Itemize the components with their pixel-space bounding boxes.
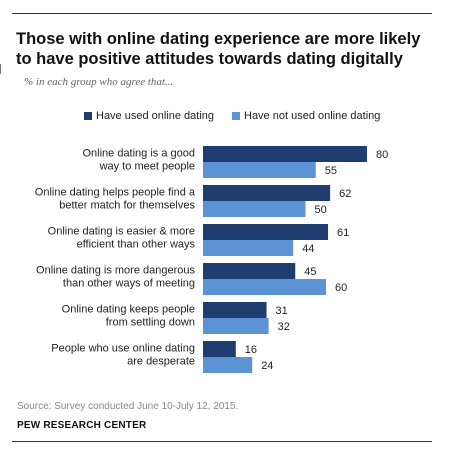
value-label: 16 [245, 344, 257, 356]
bar-used [203, 341, 236, 357]
value-label: 50 [315, 204, 327, 216]
bar-not-used [203, 201, 306, 217]
legend-swatch-not-used [232, 112, 240, 120]
source-note: Source: Survey conducted June 10-July 12… [17, 401, 239, 412]
chart-subtitle: % in each group who agree that... [24, 76, 174, 88]
category-label: Online dating helps people find a [35, 187, 196, 199]
category-label: Online dating keeps people [62, 304, 195, 316]
chart-title: Those with online dating experience are … [16, 30, 421, 68]
legend-swatch-used [84, 112, 92, 120]
bar-group: Online dating is easier & moreefficient … [48, 224, 349, 256]
edge-mark [0, 64, 1, 74]
category-label: Online dating is a good [82, 148, 195, 160]
bar-used [203, 302, 267, 318]
bar-used [203, 224, 329, 240]
category-label: from settling down [106, 317, 195, 329]
bottom-divider [12, 441, 432, 442]
value-label: 61 [337, 227, 349, 239]
legend-item-not-used: Have not used online dating [232, 110, 380, 122]
category-label: than other ways of meeting [63, 278, 195, 290]
chart-legend: Have used online dating Have not used on… [0, 110, 456, 124]
legend-label-not-used: Have not used online dating [244, 110, 381, 122]
category-label: Online dating is more dangerous [36, 265, 195, 277]
org-credit: PEW RESEARCH CENTER [17, 420, 147, 431]
bar-not-used [203, 279, 326, 295]
value-label: 44 [302, 243, 314, 255]
bar-not-used [203, 357, 253, 373]
value-label: 31 [276, 305, 288, 317]
value-label: 60 [335, 282, 347, 294]
value-label: 45 [304, 266, 316, 278]
category-label: better match for themselves [59, 200, 195, 212]
value-label: 55 [325, 165, 337, 177]
bar-used [203, 263, 296, 279]
value-label: 32 [278, 321, 290, 333]
category-label: are desperate [127, 356, 195, 368]
value-label: 80 [376, 149, 388, 161]
top-divider [12, 13, 432, 14]
legend-item-used: Have used online dating [84, 110, 214, 122]
value-label: 24 [261, 360, 273, 372]
bar-group: Online dating helps people find abetter … [35, 185, 351, 217]
bar-not-used [203, 318, 269, 334]
bar-not-used [203, 240, 294, 256]
category-label: way to meet people [99, 161, 195, 173]
bar-used [203, 185, 331, 201]
category-label: People who use online dating [51, 343, 195, 355]
legend-label-used: Have used online dating [96, 110, 215, 122]
bar-not-used [203, 162, 316, 178]
bar-used [203, 146, 367, 162]
category-label: efficient than other ways [77, 239, 196, 251]
category-label: Online dating is easier & more [48, 226, 195, 238]
value-label: 62 [339, 188, 351, 200]
